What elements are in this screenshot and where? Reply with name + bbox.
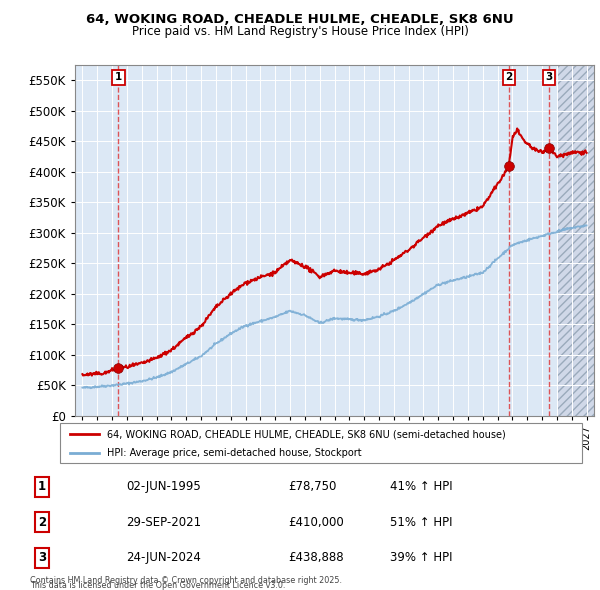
- Text: 29-SEP-2021: 29-SEP-2021: [126, 516, 201, 529]
- Text: Contains HM Land Registry data © Crown copyright and database right 2025.: Contains HM Land Registry data © Crown c…: [30, 576, 342, 585]
- Text: £78,750: £78,750: [288, 480, 337, 493]
- Text: 02-JUN-1995: 02-JUN-1995: [126, 480, 201, 493]
- Text: 64, WOKING ROAD, CHEADLE HULME, CHEADLE, SK8 6NU (semi-detached house): 64, WOKING ROAD, CHEADLE HULME, CHEADLE,…: [107, 430, 506, 440]
- Text: 3: 3: [38, 551, 46, 564]
- Text: 51% ↑ HPI: 51% ↑ HPI: [390, 516, 452, 529]
- Text: 1: 1: [38, 480, 46, 493]
- Text: 41% ↑ HPI: 41% ↑ HPI: [390, 480, 452, 493]
- Text: £438,888: £438,888: [288, 551, 344, 564]
- Bar: [557, 65, 594, 416]
- Text: 64, WOKING ROAD, CHEADLE HULME, CHEADLE, SK8 6NU: 64, WOKING ROAD, CHEADLE HULME, CHEADLE,…: [86, 13, 514, 26]
- Text: 39% ↑ HPI: 39% ↑ HPI: [390, 551, 452, 564]
- Text: HPI: Average price, semi-detached house, Stockport: HPI: Average price, semi-detached house,…: [107, 448, 362, 458]
- Text: 1: 1: [115, 72, 122, 82]
- Text: Price paid vs. HM Land Registry's House Price Index (HPI): Price paid vs. HM Land Registry's House …: [131, 25, 469, 38]
- Text: 2: 2: [505, 72, 512, 82]
- Text: £410,000: £410,000: [288, 516, 344, 529]
- Text: 2: 2: [38, 516, 46, 529]
- Text: This data is licensed under the Open Government Licence v3.0.: This data is licensed under the Open Gov…: [30, 581, 286, 590]
- Text: 3: 3: [545, 72, 553, 82]
- FancyBboxPatch shape: [60, 423, 582, 463]
- Text: 24-JUN-2024: 24-JUN-2024: [126, 551, 201, 564]
